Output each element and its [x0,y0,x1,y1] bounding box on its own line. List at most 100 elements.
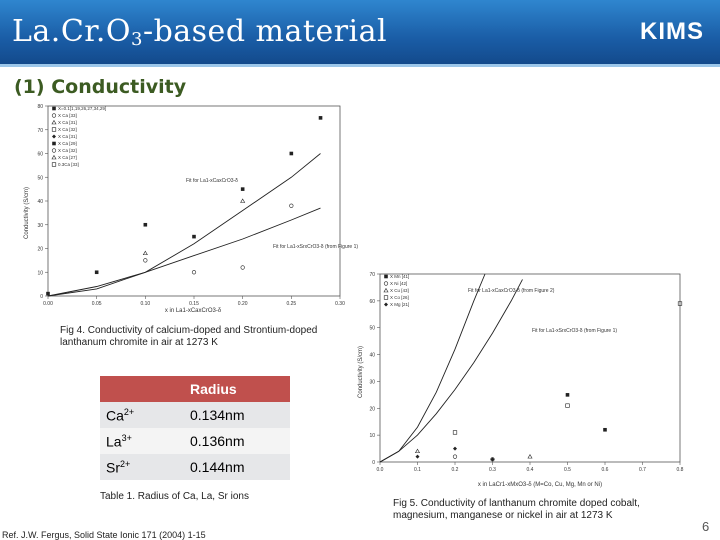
data-point [51,154,57,160]
x-tick-label: 0.20 [238,301,248,307]
y-tick-label: 50 [37,175,43,181]
reference-text: Ref. J.W. Fergus, Solid State Ionic 171 … [2,530,206,540]
x-tick-label: 0.6 [602,467,609,473]
data-point [143,222,148,227]
table-row: Ca2+ 0.134nm [100,402,290,428]
fig5-fit-ca-label: Fit for La1-xCaxCrO3-δ (from Figure 2) [468,288,555,294]
data-point [52,141,56,146]
data-point [51,148,57,153]
data-point [527,454,533,459]
radius-cell: 0.144nm [184,454,290,480]
fig5-chart: 0 10 20 30 40 50 60 70 0.0 0.1 0.2 0.3 0.4 0.5 0.6 0.7 0… [350,262,710,494]
fig4-ylabel: Conductivity (S/cm) [24,187,30,239]
header-bar [0,0,720,64]
x-tick-label: 0.30 [335,301,345,307]
fit-curve-2 [47,207,321,297]
legend-label: X Co [26] [390,295,409,300]
data-point [192,234,196,239]
x-tick-label: 0.4 [527,467,534,473]
x-tick-label: 0.25 [286,301,296,307]
x-tick-label: 0.1 [414,467,421,473]
legend-label: X Ca [32] [58,127,77,132]
y-tick-label: 80 [37,104,43,110]
data-point [565,393,570,397]
y-tick-label: 60 [369,299,375,305]
data-point [143,258,148,263]
data-point [52,106,56,111]
table-row: La3+ 0.136nm [100,428,290,454]
radius-cell: 0.134nm [184,402,290,428]
fig4-fit2-label: Fit for La1-xSrxCrO3-δ (from Figure 1) [273,244,358,250]
ion-cell: Ca2+ [100,402,184,428]
x-tick-label: 0.10 [140,301,150,307]
legend-label: X Ca [32] [58,148,77,153]
data-point [51,113,57,118]
fig5-caption: Fig 5. Conductivity of lanthanum chromit… [393,498,640,521]
section-subtitle: (1) Conductivity [14,76,187,98]
data-point [51,127,57,132]
x-tick-label: 0.2 [452,467,459,473]
x-tick-label: 0.5 [564,467,571,473]
fig5-xlabel: x in LaCr1-xMxO3-δ (M=Co, Cu, Mg, Mn or … [478,482,602,488]
slide-title: La.Cr.O3-based material [12,14,388,50]
fig4-fit-label: Fit for La1-xCaxCrO3-δ [186,178,238,184]
header-divider [0,64,720,67]
table-header-radius: Radius [184,376,290,402]
data-point [383,287,389,293]
fig4-xlabel: x in La1-xCaxCrO3-δ [165,308,222,314]
fit-curve-1 [47,153,321,297]
data-point [603,427,607,432]
data-point [142,250,148,256]
data-point [452,454,458,459]
y-tick-label: 0 [40,294,43,300]
y-tick-label: 30 [37,223,43,229]
x-tick-label: 0.7 [639,467,646,473]
table-row: Sr2+ 0.144nm [100,454,290,480]
data-point [240,265,245,270]
x-tick-label: 0.3 [489,467,496,473]
data-point [318,116,323,120]
ion-cell: Sr2+ [100,454,184,480]
y-tick-label: 40 [369,353,375,359]
legend-label: X Ca [31] [58,120,77,125]
data-point [383,281,389,286]
x-tick-label: 0.15 [189,301,199,307]
x-tick-label: 0.00 [43,301,53,307]
data-point [51,162,57,167]
kims-logo: KIMS [640,18,704,45]
data-point [289,151,294,156]
table-header-ion [100,376,184,402]
legend-label: 0.3Ca [33] [58,162,79,167]
x-tick-label: 0.05 [92,301,102,307]
data-point [240,187,245,191]
y-tick-label: 0 [372,460,375,466]
y-tick-label: 60 [37,152,43,158]
y-tick-label: 20 [369,406,375,412]
legend-label: X Ca [27] [58,155,77,160]
y-tick-label: 40 [37,199,43,205]
x-tick-label: 0.0 [377,467,384,473]
fig4-chart: 0 10 20 30 40 50 60 70 80 0.00 0.05 0.10 0.15 0.20 0.2… [8,98,366,316]
data-point [384,302,388,307]
data-point [289,203,294,208]
legend-label: X=0.1[1,19,26,27,34,29] [58,106,106,111]
legend-label: X Ca [29] [58,141,77,146]
ion-cell: La3+ [100,428,184,454]
data-point [414,448,421,454]
page-number: 6 [702,519,710,534]
fit-curve-2 [379,279,523,463]
data-point [490,457,495,462]
legend-label: X Ca [33] [58,113,77,118]
y-tick-label: 10 [37,270,43,276]
radius-cell: 0.136nm [184,428,290,454]
y-tick-label: 20 [37,247,43,253]
fig5-ylabel: Conductivity (S/cm) [358,346,364,398]
data-point [240,198,246,203]
legend-label: X Mg [21] [390,302,409,307]
table1-caption: Table 1. Radius of Ca, La, Sr ions [100,491,249,502]
data-point [384,274,388,279]
y-tick-label: 70 [37,128,43,134]
data-point [51,119,57,125]
ion-radius-table: Radius Ca2+ 0.134nm La3+ 0.136nm Sr2+ 0.… [100,376,290,480]
data-point [452,430,458,435]
